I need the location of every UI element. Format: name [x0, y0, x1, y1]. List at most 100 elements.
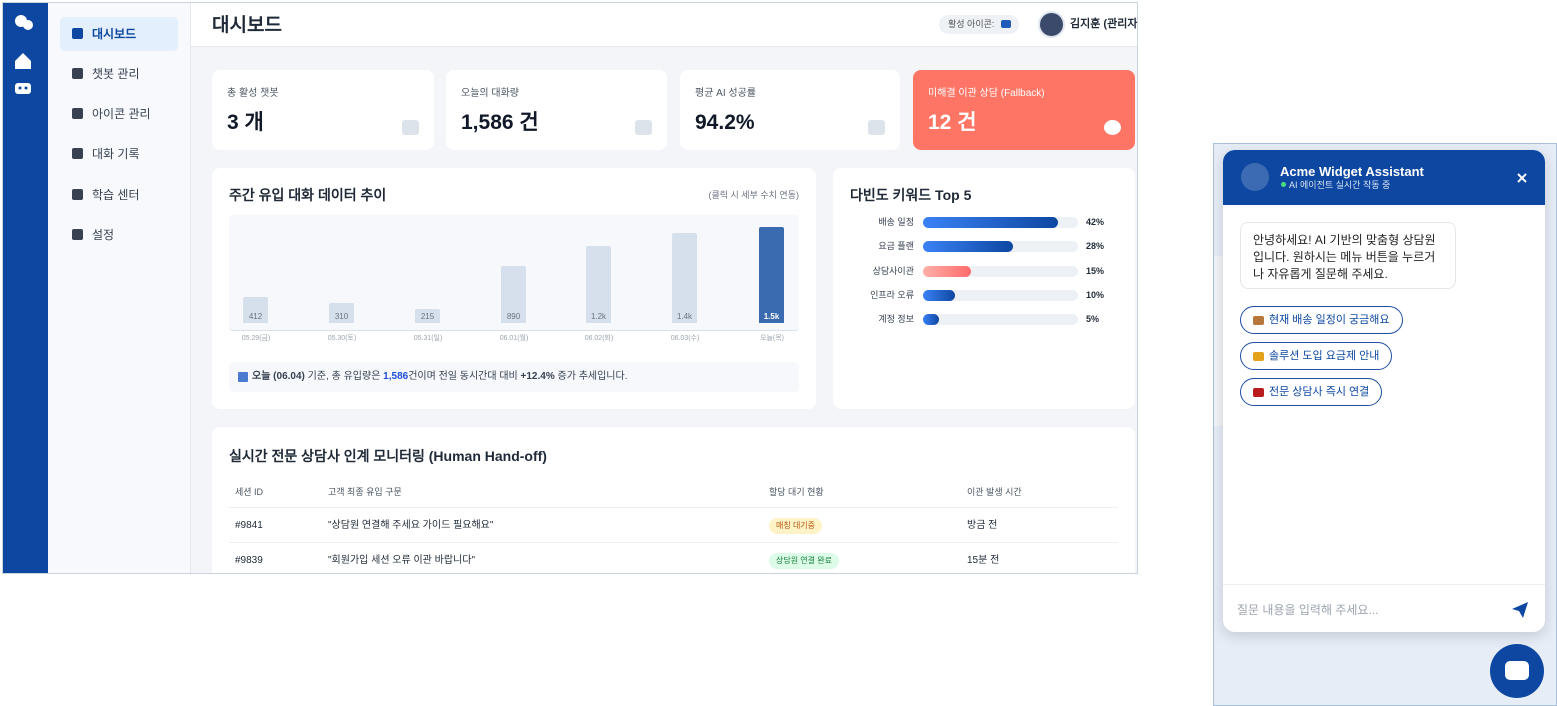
- status-pill: 활성 아이콘:: [939, 15, 1019, 34]
- note-part: 오늘 (06.04): [252, 371, 305, 382]
- date-label: 05.31(일): [413, 335, 443, 342]
- trend-bar[interactable]: 310: [329, 303, 354, 323]
- nav-item[interactable]: 챗봇 관리: [60, 57, 178, 91]
- note-part: 건이며 전일 동시간대 대비: [408, 371, 521, 382]
- quick-reply-icon: [1253, 316, 1264, 325]
- column-header: 세션 ID: [235, 487, 264, 497]
- quick-reply[interactable]: 현재 배송 일정이 궁금해요: [1240, 306, 1403, 334]
- status-badge: 상담원 연결 완료: [769, 553, 839, 569]
- keyword-track: [923, 265, 1078, 277]
- nav-item[interactable]: 대시보드: [60, 17, 178, 51]
- bar-value-label: 412: [248, 312, 263, 321]
- bot-avatar: [1241, 163, 1269, 191]
- trend-title: 주간 유입 대화 데이터 추이: [229, 187, 387, 203]
- chat-header: Acme Widget Assistant AI 에이전트 실시간 작동 중: [1223, 150, 1545, 205]
- bot-message: 안녕하세요! AI 기반의 맞춤형 상담원입니다. 원하시는 메뉴 버튼을 누르…: [1240, 222, 1456, 289]
- icon-rail: [3, 3, 48, 573]
- nav-label[interactable]: 설정: [92, 228, 115, 242]
- column-header: 고객 최종 유입 구문: [328, 487, 402, 497]
- nav-label[interactable]: 챗봇 관리: [92, 67, 140, 81]
- keyword-bar: [923, 217, 1058, 228]
- table-title: 실시간 전문 상담사 인계 모니터링 (Human Hand-off): [229, 448, 547, 464]
- bar-value-label: 1.2k: [590, 312, 607, 321]
- quick-reply-label[interactable]: 솔루션 도입 요금제 안내: [1269, 350, 1380, 362]
- keyword-bar: [923, 289, 956, 301]
- keyword-value: 5%: [1086, 314, 1100, 325]
- nav-item[interactable]: 아이콘 관리: [60, 97, 178, 131]
- row-divider: [229, 542, 1118, 543]
- keyword-value: 42%: [1086, 217, 1105, 227]
- keyword-label: 인프라 오류: [870, 289, 914, 300]
- chat-input[interactable]: 질문 내용을 입력해 주세요...: [1223, 584, 1545, 632]
- trend-note: 오늘 (06.04) 기준, 총 유입량은 1,586건이며 전일 동시간대 대…: [229, 362, 799, 392]
- chart-area: 412 310 215 890 1.2k 1.4k 1.5k: [229, 215, 799, 331]
- note-icon: [238, 372, 248, 382]
- stat-value: 94.2%: [695, 111, 755, 134]
- keyword-label: 상담사이관: [872, 265, 914, 276]
- keyword-bar: [923, 241, 1013, 253]
- trend-bar[interactable]: 1.4k: [672, 233, 697, 323]
- date-label: 06.01(월): [499, 335, 529, 342]
- note-part: 1,586: [383, 371, 409, 382]
- trend-bar[interactable]: 1.5k: [759, 227, 784, 323]
- close-button[interactable]: [1516, 172, 1528, 184]
- nav-label[interactable]: 대시보드: [92, 27, 137, 41]
- bar-value-label: 215: [420, 312, 435, 321]
- nav-label[interactable]: 대화 기록: [92, 147, 140, 161]
- date-label: 오늘(목): [760, 335, 784, 342]
- date-axis: 05.29(금) 05.30(토) 05.31(일) 06.01(월) 06.02(화)…: [229, 332, 799, 344]
- nav-label[interactable]: 학습 센터: [92, 188, 140, 202]
- quick-reply[interactable]: 솔루션 도입 요금제 안내: [1240, 342, 1393, 370]
- stat-icon: [635, 120, 652, 135]
- user-name[interactable]: 김지훈 (관리자): [1070, 18, 1138, 30]
- keyword-bar: [923, 314, 940, 326]
- launcher-button[interactable]: [1490, 644, 1544, 698]
- date-label: 06.02(화): [584, 335, 614, 342]
- bar-value-label: 1.4k: [676, 312, 693, 321]
- trend-hint: (클릭 시 세부 수치 연동): [708, 190, 799, 200]
- nav-label[interactable]: 아이콘 관리: [92, 107, 151, 121]
- trend-bar[interactable]: 412: [243, 296, 268, 323]
- keyword-value: 28%: [1086, 241, 1105, 252]
- stat-value: 12 건: [928, 111, 977, 134]
- table-cell: #9839: [235, 555, 263, 566]
- trend-bar[interactable]: 1.2k: [586, 246, 611, 323]
- nav-item[interactable]: 설정: [60, 218, 178, 252]
- column-header: 할당 대기 현황: [769, 487, 824, 497]
- input-placeholder[interactable]: 질문 내용을 입력해 주세요...: [1237, 603, 1379, 617]
- send-button[interactable]: [1511, 601, 1529, 619]
- stat-icon: [402, 120, 419, 135]
- nav-icon: [72, 229, 83, 240]
- note-text: 오늘 (06.04) 기준, 총 유입량은 1,586건이며 전일 동시간대 대…: [252, 372, 627, 382]
- nav-item[interactable]: 대화 기록: [60, 137, 178, 171]
- trend-bar[interactable]: 890: [501, 266, 526, 323]
- quick-reply[interactable]: 전문 상담사 즉시 연결: [1240, 378, 1383, 406]
- date-label: 05.30(토): [327, 335, 357, 342]
- keyword-track: [923, 289, 1078, 301]
- keyword-label: 배송 일정: [878, 217, 914, 227]
- quick-reply-label[interactable]: 전문 상담사 즉시 연결: [1269, 386, 1370, 398]
- header: 대시보드 활성 아이콘: 김지훈 (관리자): [191, 3, 1138, 47]
- note-part: 기준, 총 유입량은: [304, 371, 384, 382]
- widget-status: AI 에이전트 실시간 작동 중: [1289, 180, 1391, 190]
- trend-panel: 주간 유입 대화 데이터 추이 (클릭 시 세부 수치 연동) 412 310 21…: [212, 168, 816, 409]
- quick-reply-label[interactable]: 현재 배송 일정이 궁금해요: [1269, 314, 1390, 326]
- stat-label: 총 활성 챗봇: [227, 88, 279, 99]
- keyword-panel: 다빈도 키워드 Top 5 배송 일정 42% 요금 플랜 28% 상담사이관 15% 인프…: [833, 168, 1135, 409]
- handoff-table: 실시간 전문 상담사 인계 모니터링 (Human Hand-off) 세션 I…: [212, 427, 1135, 573]
- table-cell: 방금 전: [967, 520, 998, 531]
- keyword-track: [923, 314, 1078, 326]
- table-cell: "회원가입 세션 오류 이관 바랍니다": [328, 555, 476, 566]
- bar-value-label: 1.5k: [763, 312, 780, 321]
- nav-item[interactable]: 학습 센터: [60, 178, 178, 212]
- avatar[interactable]: [1038, 11, 1065, 38]
- stat-label: 평균 AI 성공률: [695, 88, 757, 99]
- status-badge: 매칭 대기중: [769, 518, 823, 534]
- stat-card: 평균 AI 성공률 94.2%: [680, 70, 900, 150]
- stat-icon: [1104, 120, 1121, 135]
- row-divider: [229, 507, 1118, 508]
- column-header: 이관 발생 시간: [967, 487, 1022, 497]
- trend-bar[interactable]: 215: [415, 309, 440, 323]
